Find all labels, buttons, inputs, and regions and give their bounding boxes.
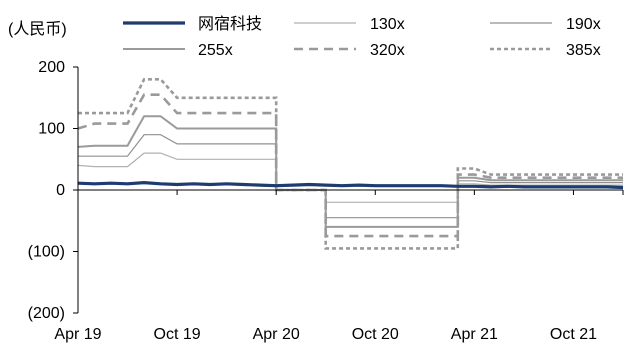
y-tick-label: 100 [38,121,65,138]
axes: 200 100 0 (100) (200) Apr 19 Oct 19 Apr 20 Oct 2… [28,59,624,343]
series-line-385x [78,78,623,250]
y-tick-label: (100) [28,244,65,261]
series-line-255x [77,115,623,228]
y-tick-label: 0 [56,182,65,199]
y-tick-label: (200) [28,305,65,322]
legend-label: 网宿科技 [198,15,262,33]
y-axis-unit-label: (人民币) [8,20,67,38]
legend-label: 190x [566,16,601,33]
legend-label: 130x [370,16,405,33]
plot-area [77,78,624,250]
legend-label: 385x [566,42,601,59]
x-tick-label: Apr 21 [451,326,498,343]
x-tick-label: Oct 21 [550,326,597,343]
series-line-190x [78,134,623,219]
series-line-网宿科技 [77,180,624,190]
legend-label: 255x [198,42,233,59]
legend-label: 320x [370,42,405,59]
x-tick-label: Oct 19 [154,326,201,343]
y-tick-label: 200 [38,59,65,76]
x-tick-label: Apr 19 [54,326,101,343]
legend: 网宿科技 130x 190x 255x 320x 385x [123,15,601,59]
x-tick-label: Oct 20 [352,326,399,343]
series-line-130x [77,152,623,203]
x-tick-label: Apr 20 [253,326,300,343]
